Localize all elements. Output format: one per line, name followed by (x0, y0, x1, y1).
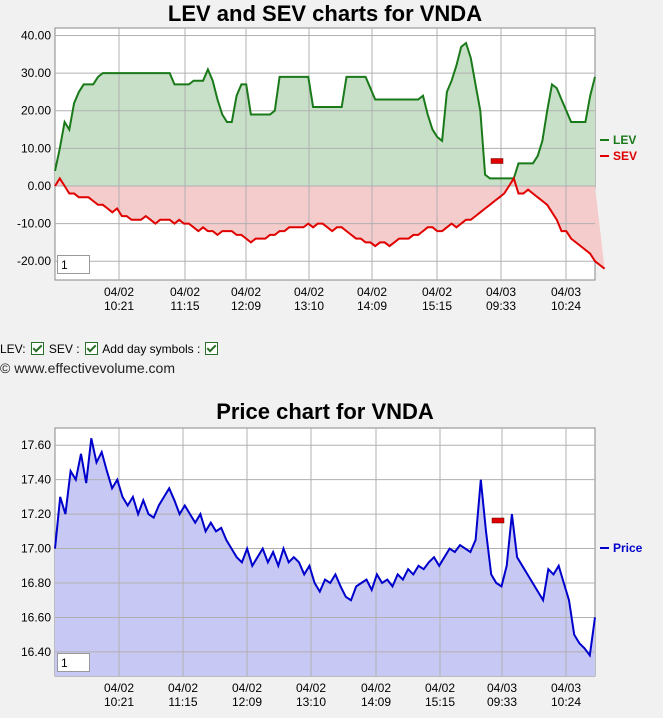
x-tick-time: 15:15 (425, 695, 455, 709)
day-marker (491, 517, 505, 524)
x-tick-date: 04/02 (231, 285, 261, 299)
x-tick-date: 04/02 (168, 681, 198, 695)
x-tick-time: 14:09 (357, 299, 387, 313)
x-tick-date: 04/03 (551, 285, 581, 299)
y-tick-label: 16.60 (21, 610, 51, 624)
series-line-sev (54, 176, 606, 270)
legend-label-lev: LEV (613, 133, 636, 147)
lev-checkbox[interactable] (30, 342, 44, 355)
x-tick-time: 15:15 (422, 299, 452, 313)
series-line-price (54, 438, 596, 658)
x-tick-time: 11:15 (168, 695, 197, 709)
y-tick-label: 16.40 (21, 645, 51, 659)
x-tick-time: 12:09 (232, 695, 262, 709)
x-tick-date: 04/02 (425, 681, 455, 695)
y-tick-label: -10.00 (17, 217, 51, 231)
series-line-lev (54, 41, 596, 180)
y-tick-label: 17.40 (21, 473, 51, 487)
y-tick-label: 30.00 (21, 66, 51, 80)
y-tick-label: -20.00 (17, 254, 51, 268)
price-chart-title: Price chart for VNDA (216, 399, 434, 424)
x-tick-date: 04/02 (294, 285, 324, 299)
y-tick-label: 17.00 (21, 542, 51, 556)
x-tick-time: 10:24 (551, 695, 581, 709)
price-chart: 17.60 17.40 17.20 17.00 16.80 16.60 16.40 04/02… (21, 427, 643, 709)
x-tick-time: 11:15 (170, 299, 199, 313)
x-tick-date: 04/02 (422, 285, 452, 299)
y-tick-label: 40.00 (21, 29, 51, 43)
day-symbols-checkbox[interactable] (205, 342, 219, 355)
x-tick-date: 04/02 (357, 285, 387, 299)
x-tick-date: 04/03 (486, 285, 516, 299)
x-tick-time: 09:33 (486, 299, 516, 313)
copyright-text: © www.effectivevolume.com (0, 360, 176, 376)
day-symbols-label: Add day symbols : (102, 342, 201, 356)
y-tick-label: 0.00 (28, 179, 52, 193)
series-fill-lev (55, 43, 595, 186)
y-tick-label: 10.00 (21, 141, 51, 155)
lev-option-label: LEV: (0, 342, 26, 356)
legend-label-price: Price (613, 541, 643, 555)
x-tick-date: 04/02 (104, 285, 134, 299)
x-tick-date: 04/02 (296, 681, 326, 695)
x-tick-date: 04/02 (361, 681, 391, 695)
x-tick-date: 04/02 (232, 681, 262, 695)
lev-chart-title: LEV and SEV charts for VNDA (167, 1, 483, 26)
sev-checkbox[interactable] (84, 342, 98, 355)
lev-sev-chart: 40.00 30.00 20.00 10.00 0.00 -10.00 -20.00 04/0… (17, 27, 637, 313)
chart-options: LEV: SEV : Add day symbols : (0, 342, 220, 356)
y-tick-label: 16.80 (21, 576, 51, 590)
y-tick-label: 17.20 (21, 507, 51, 521)
price-zoom-input[interactable] (57, 653, 90, 672)
x-tick-time: 10:21 (104, 695, 134, 709)
y-tick-label: 20.00 (21, 104, 51, 118)
x-tick-time: 13:10 (296, 695, 326, 709)
sev-option-label: SEV : (48, 342, 80, 356)
legend-label-sev: SEV (613, 149, 637, 163)
x-tick-time: 12:09 (231, 299, 261, 313)
series-fill-price (55, 438, 595, 676)
y-tick-label: 17.60 (21, 438, 51, 452)
x-tick-time: 10:21 (104, 299, 134, 313)
x-tick-date: 04/03 (551, 681, 581, 695)
x-tick-time: 09:33 (487, 695, 517, 709)
x-tick-time: 13:10 (294, 299, 324, 313)
x-tick-date: 04/02 (104, 681, 134, 695)
x-tick-date: 04/02 (170, 285, 200, 299)
x-tick-date: 04/03 (487, 681, 517, 695)
x-tick-time: 14:09 (361, 695, 391, 709)
lev-zoom-input[interactable] (57, 255, 90, 274)
x-tick-time: 10:24 (551, 299, 581, 313)
day-marker (490, 158, 504, 164)
